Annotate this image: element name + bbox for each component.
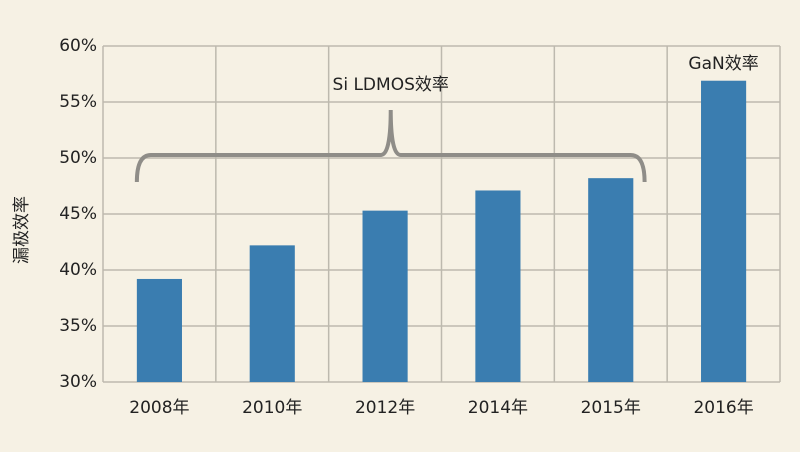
x-tick-label: 2015年	[581, 398, 641, 418]
y-tick-label: 45%	[59, 204, 97, 224]
annotation: GaN效率	[688, 54, 758, 74]
brace	[134, 109, 647, 183]
y-axis-label: 漏极效率	[12, 196, 32, 264]
y-tick-label: 50%	[59, 148, 97, 168]
bar	[249, 245, 295, 382]
x-tick-label: 2016年	[693, 398, 753, 418]
bar	[362, 210, 408, 382]
annotation: Si LDMOS效率	[333, 75, 449, 95]
y-tick-label: 30%	[59, 372, 97, 392]
bar	[475, 190, 521, 382]
y-tick-label: 55%	[59, 92, 97, 112]
x-tick-label: 2012年	[355, 398, 415, 418]
x-tick-label: 2010年	[242, 398, 302, 418]
y-tick-label: 35%	[59, 316, 97, 336]
y-tick-label: 40%	[59, 260, 97, 280]
bar	[588, 178, 634, 382]
y-tick-label: 60%	[59, 36, 97, 56]
bar	[136, 278, 182, 382]
x-tick-label: 2008年	[129, 398, 189, 418]
x-tick-label: 2014年	[468, 398, 528, 418]
bar	[701, 80, 747, 382]
